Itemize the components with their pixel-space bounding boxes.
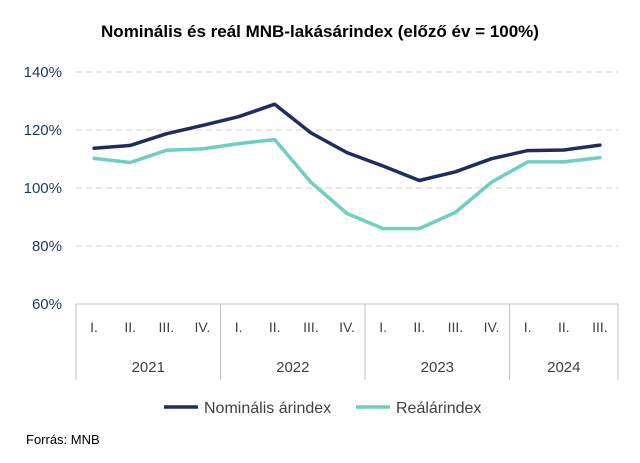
y-tick-label: 140% xyxy=(24,64,62,81)
x-tick-label: I. xyxy=(90,319,98,335)
x-group-label: 2021 xyxy=(132,359,165,376)
chart-title: Nominális és reál MNB-lakásárindex (előz… xyxy=(101,22,539,41)
x-tick-label: I. xyxy=(235,319,243,335)
x-group-label: 2022 xyxy=(276,359,309,376)
x-tick-label: IV. xyxy=(484,319,500,335)
series-line-2 xyxy=(92,137,602,231)
x-tick-label: II. xyxy=(558,319,570,335)
x-tick-label: I. xyxy=(524,319,532,335)
series-line-1 xyxy=(92,102,602,183)
x-axis: I. II. III. IV. I. II. III. IV. I. II. III. IV. I. II… xyxy=(75,303,619,380)
x-tick-label: III. xyxy=(592,319,608,335)
x-tick-label: III. xyxy=(448,319,464,335)
legend: Nominális árindex Reálárindex xyxy=(164,400,481,417)
x-tick-label: II. xyxy=(124,319,136,335)
x-tick-label: III. xyxy=(303,319,319,335)
grid-lines xyxy=(76,71,618,305)
x-tick-label: III. xyxy=(159,319,175,335)
x-tick-label: IV. xyxy=(339,319,355,335)
x-group-label: 2024 xyxy=(547,359,580,376)
y-tick-label: 120% xyxy=(24,122,62,139)
series-lines xyxy=(92,102,602,231)
legend-label: Nominális árindex xyxy=(204,400,331,417)
x-tick-label: II. xyxy=(269,319,281,335)
y-tick-label: 80% xyxy=(32,238,62,255)
x-tick-label: I. xyxy=(379,319,387,335)
x-tick-label: II. xyxy=(413,319,425,335)
x-tick-label: IV. xyxy=(195,319,211,335)
y-tick-label: 100% xyxy=(24,180,62,197)
y-axis-ticks: 60% 80% 100% 120% 140% xyxy=(24,64,62,313)
legend-label: Reálárindex xyxy=(396,400,481,417)
source-note: Forrás: MNB xyxy=(26,432,100,447)
x-group-label: 2023 xyxy=(421,359,454,376)
y-tick-label: 60% xyxy=(32,296,62,313)
